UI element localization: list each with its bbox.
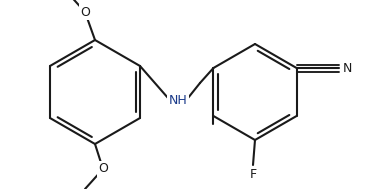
Text: O: O	[80, 5, 90, 19]
Text: NH: NH	[168, 94, 187, 108]
Text: F: F	[250, 169, 257, 181]
Text: N: N	[343, 61, 352, 74]
Text: O: O	[98, 163, 108, 176]
